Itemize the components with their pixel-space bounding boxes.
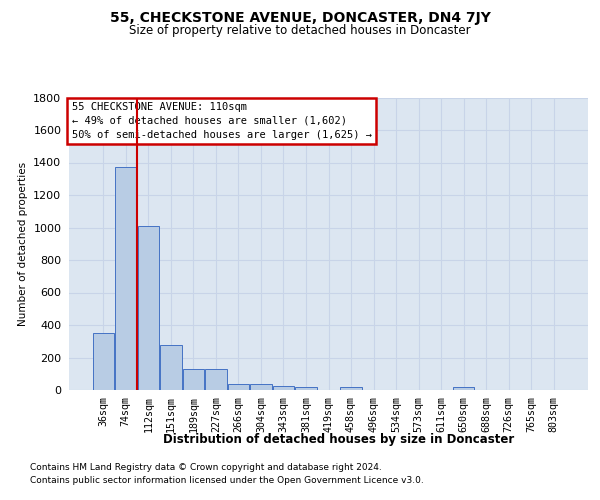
Bar [92, 333, 114, 390]
Y-axis label: Number of detached properties: Number of detached properties [17, 162, 28, 326]
Bar [182, 369, 204, 390]
Text: 55 CHECKSTONE AVENUE: 110sqm
← 49% of detached houses are smaller (1,602)
50% of: 55 CHECKSTONE AVENUE: 110sqm ← 49% of de… [71, 102, 371, 140]
Bar [273, 386, 294, 390]
Text: Contains public sector information licensed under the Open Government Licence v3: Contains public sector information licen… [30, 476, 424, 485]
Text: Size of property relative to detached houses in Doncaster: Size of property relative to detached ho… [129, 24, 471, 37]
Bar [115, 168, 137, 390]
Bar [250, 384, 272, 390]
Bar [228, 384, 249, 390]
Text: Contains HM Land Registry data © Crown copyright and database right 2024.: Contains HM Land Registry data © Crown c… [30, 464, 382, 472]
Text: 55, CHECKSTONE AVENUE, DONCASTER, DN4 7JY: 55, CHECKSTONE AVENUE, DONCASTER, DN4 7J… [110, 11, 490, 25]
Bar [340, 387, 362, 390]
Bar [205, 369, 227, 390]
Bar [295, 387, 317, 390]
Bar [137, 226, 159, 390]
Bar [160, 344, 182, 390]
Text: Distribution of detached houses by size in Doncaster: Distribution of detached houses by size … [163, 432, 515, 446]
Bar [453, 387, 475, 390]
